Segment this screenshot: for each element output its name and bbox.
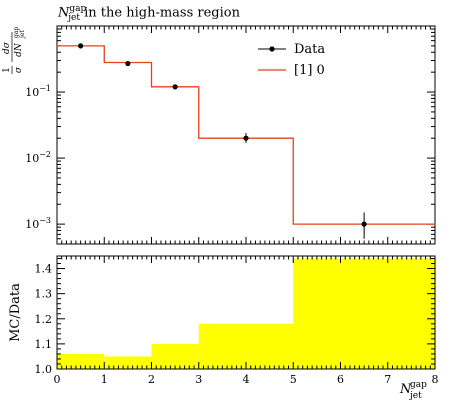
ratio-y-tick-label: 1.3 bbox=[35, 288, 53, 301]
ylabel-dden-sub: jet bbox=[19, 30, 26, 39]
title-rest: in the high-mass region bbox=[80, 5, 240, 21]
title-sup: gap bbox=[69, 4, 87, 14]
ylabel-dnum: dσ bbox=[2, 41, 12, 54]
ratio-x-tick-label: 5 bbox=[290, 373, 297, 386]
ratio-y-tick-label: 1.2 bbox=[35, 313, 53, 326]
ratio-band bbox=[151, 343, 199, 369]
upper-y-tick-label: 10−2 bbox=[25, 150, 51, 165]
ratio-band bbox=[198, 323, 294, 369]
chart-title: Ngapjet in the high-mass region bbox=[58, 4, 240, 23]
y-tick-exponent: −3 bbox=[39, 216, 51, 225]
legend-mc-label: [1] 0 bbox=[294, 63, 325, 78]
y-tick-base: 10 bbox=[25, 152, 39, 165]
ratio-x-tick-label: 0 bbox=[54, 373, 61, 386]
ratio-y-tick-label: 1.0 bbox=[35, 363, 53, 376]
ratio-y-tick-label: 1.4 bbox=[35, 263, 53, 276]
y-tick-base: 10 bbox=[25, 218, 39, 231]
ratio-y-tick-label: 1.1 bbox=[35, 338, 53, 351]
ratio-x-tick-label: 1 bbox=[101, 373, 108, 386]
data-point bbox=[125, 60, 131, 67]
ratio-panel: 0 1 2 3 4 5 6 7 8 1.0 1.1 1.2 1.3 1.4 MC/Data Ngapjet bbox=[8, 255, 439, 401]
xlabel-symbol: N bbox=[399, 382, 412, 397]
ratio-y-axis-label: MC/Data bbox=[8, 283, 23, 342]
legend-data-marker bbox=[269, 46, 275, 52]
ylabel-den: σ bbox=[14, 66, 24, 73]
upper-y-axis-label: 1 σ dσ dN gap jet bbox=[2, 27, 26, 74]
data-point bbox=[78, 43, 84, 49]
y-tick-exponent: −1 bbox=[39, 84, 51, 93]
ratio-x-tick-label: 8 bbox=[432, 373, 439, 386]
legend-data-label: Data bbox=[294, 42, 325, 57]
ratio-x-tick-label: 7 bbox=[384, 373, 391, 386]
y-tick-base: 10 bbox=[25, 86, 39, 99]
xlabel-sub: jet bbox=[409, 391, 422, 401]
ratio-x-tick-label: 3 bbox=[195, 373, 202, 386]
upper-y-tick-label: 10−3 bbox=[25, 216, 51, 231]
xlabel-sup: gap bbox=[410, 380, 427, 390]
ratio-band bbox=[57, 353, 105, 369]
data-point bbox=[243, 135, 249, 141]
ratio-band bbox=[293, 258, 435, 369]
upper-y-tick-label: 10−1 bbox=[25, 84, 51, 99]
title-symbol: N bbox=[58, 5, 70, 21]
data-point bbox=[361, 221, 367, 227]
ylabel-dden-sup: gap bbox=[13, 27, 20, 38]
ylabel-num: 1 bbox=[2, 67, 12, 73]
ratio-x-tick-label: 6 bbox=[337, 373, 344, 386]
ratio-x-tick-label: 2 bbox=[148, 373, 155, 386]
x-axis-label: Ngapjet bbox=[399, 380, 427, 401]
ratio-x-tick-label: 4 bbox=[243, 373, 250, 386]
ratio-band bbox=[104, 356, 152, 369]
data-point bbox=[172, 84, 178, 90]
title-sub: jet bbox=[68, 12, 80, 23]
y-tick-exponent: −2 bbox=[39, 150, 51, 159]
ylabel-dden: dN bbox=[14, 42, 24, 57]
